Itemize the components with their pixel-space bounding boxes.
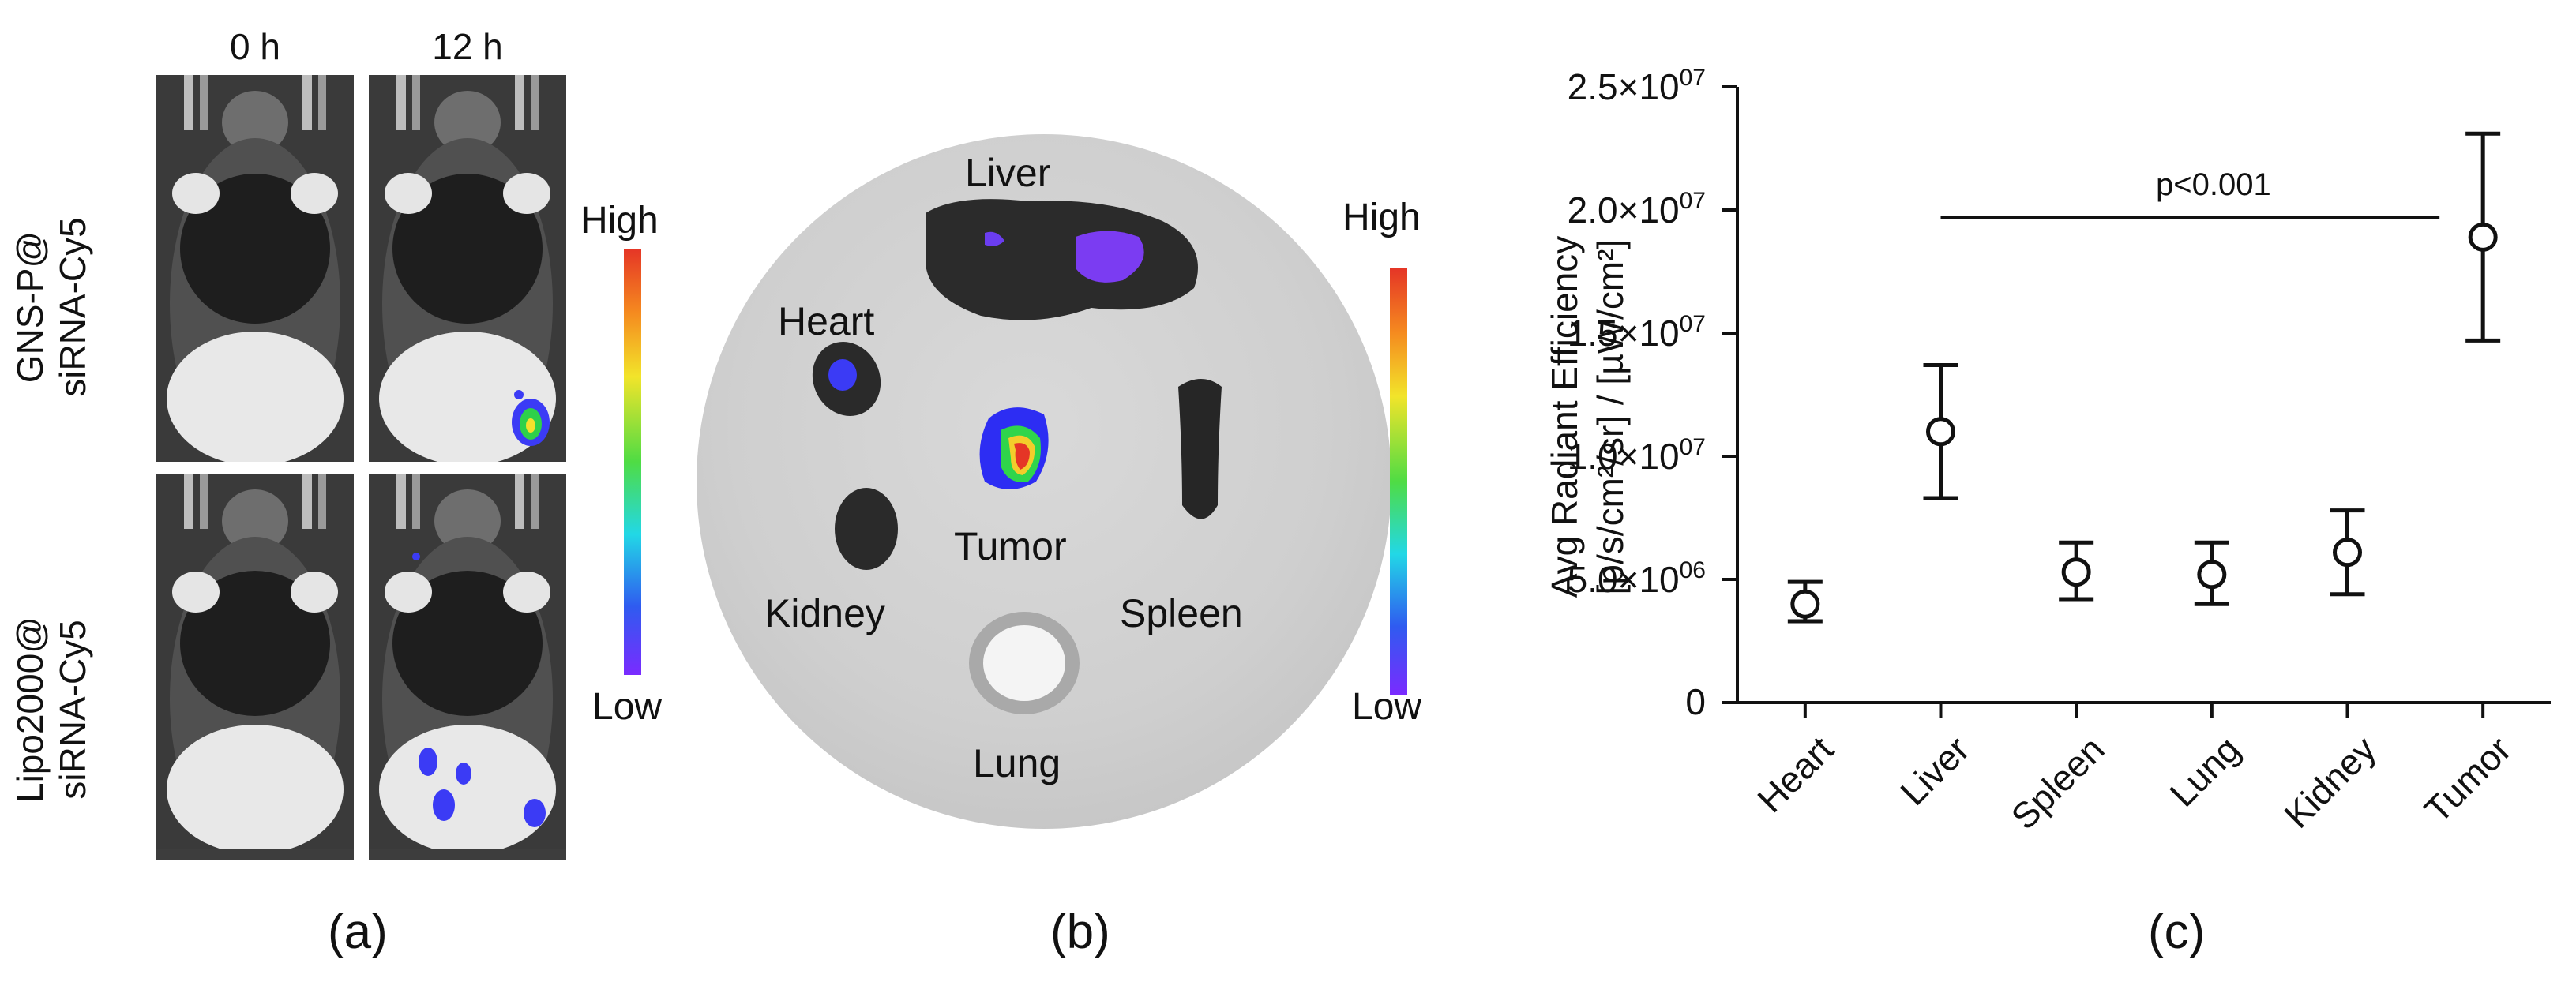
organ-label-tumor: Tumor xyxy=(954,524,1067,568)
panel-tag-a: (a) xyxy=(328,905,388,959)
mouse-image-gns-12h xyxy=(369,75,566,462)
significance-label: p<0.001 xyxy=(2156,167,2271,202)
colorbar-a xyxy=(624,249,641,675)
organ-label-spleen: Spleen xyxy=(1120,591,1243,635)
point-spleen xyxy=(2061,557,2091,587)
mouse-image-lipo-0h xyxy=(156,474,354,860)
colorbar-a-low-label: Low xyxy=(592,686,663,728)
point-liver xyxy=(1926,417,1955,447)
y-tick-label-0: 0 xyxy=(1685,681,1706,722)
organ-label-liver: Liver xyxy=(965,151,1051,195)
y-tick-label-5: 2.5×1007 xyxy=(1567,65,1706,107)
mouse-image-gns-0h xyxy=(156,75,354,462)
chart-marks xyxy=(1787,131,2501,624)
organ-image xyxy=(812,199,1222,714)
colorbar-b-high-label: High xyxy=(1342,197,1421,238)
colorbar-b xyxy=(1390,268,1407,695)
y-tick-label-2: 1.0×1007 xyxy=(1567,434,1706,477)
mouse-image-lipo-12h xyxy=(369,474,566,860)
point-lung xyxy=(2197,560,2227,590)
col-head-12h: 12 h xyxy=(432,26,503,67)
panel-tag-b: (b) xyxy=(1050,905,1110,959)
organ-label-kidney: Kidney xyxy=(764,591,885,635)
col-head-0h: 0 h xyxy=(230,26,280,67)
point-heart xyxy=(1790,589,1820,619)
colorbar-a-high-label: High xyxy=(580,200,659,242)
organ-label-lung: Lung xyxy=(973,741,1061,785)
chart-axes xyxy=(1722,85,2551,718)
y-tick-label-1: 5.0×1006 xyxy=(1567,557,1706,600)
y-tick-label-3: 1.5×1007 xyxy=(1567,311,1706,354)
organ-label-heart: Heart xyxy=(778,299,875,343)
y-tick-label-4: 2.0×1007 xyxy=(1567,188,1706,231)
colorbar-b-low-label: Low xyxy=(1352,686,1422,728)
point-tumor xyxy=(2468,222,2498,252)
point-kidney xyxy=(2333,538,2362,568)
panel-tag-c: (c) xyxy=(2148,905,2206,959)
